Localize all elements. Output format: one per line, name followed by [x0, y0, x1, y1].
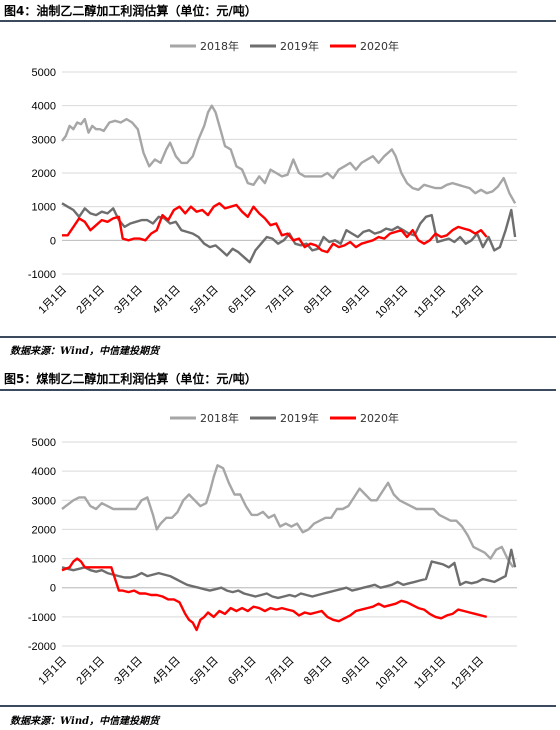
x-tick-label: 12月1日 [449, 655, 486, 692]
x-tick-label: 10月1日 [373, 284, 410, 321]
source-divider [0, 705, 556, 707]
legend: 2018年 2019年 2020年 [170, 411, 399, 425]
y-tick-label: 3000 [32, 495, 56, 507]
x-tick-label: 1月1日 [36, 284, 69, 317]
x-tick-label: 4月1日 [150, 284, 183, 317]
y-tick-label: 0 [50, 583, 56, 595]
x-tick-label: 4月1日 [150, 655, 183, 688]
y-tick-label: -2000 [28, 641, 56, 653]
series-line [61, 104, 517, 204]
y-tick-label: 4000 [32, 466, 56, 478]
x-tick-label: 9月1日 [340, 284, 373, 317]
legend-label: 2019年 [280, 411, 319, 425]
x-tick-label: 1月1日 [36, 655, 69, 688]
y-tick-label: 0 [50, 235, 56, 247]
series-line [61, 557, 488, 632]
oil-based-meg-profit-chart: 2018年 2019年 2020年 5000 4000 3000 2000 1000 0 -100… [28, 39, 517, 321]
x-tick-label: 8月1日 [302, 284, 335, 317]
x-tick-label: 5月1日 [188, 284, 221, 317]
y-tick-label: 1000 [32, 202, 56, 214]
legend: 2018年 2019年 2020年 [170, 39, 399, 53]
series-line [61, 548, 517, 600]
y-tick-label: 5000 [32, 437, 56, 449]
y-tick-label: -1000 [28, 269, 56, 281]
title-divider [0, 20, 556, 22]
y-tick-label: 1000 [32, 554, 56, 566]
series-line [62, 202, 488, 254]
x-tick-label: 3月1日 [112, 655, 145, 688]
x-tick-label: 2月1日 [74, 655, 107, 688]
legend-label: 2019年 [280, 39, 319, 53]
y-tick-label: 4000 [32, 101, 56, 113]
source-note: 数据来源：Wind，中信建投期货 [10, 716, 160, 727]
legend-label: 2018年 [200, 39, 239, 53]
x-tick-label: 12月1日 [449, 284, 486, 321]
source-divider [0, 336, 556, 338]
series-line [61, 464, 515, 568]
y-tick-label: 2000 [32, 168, 56, 180]
x-tick-label: 5月1日 [188, 655, 221, 688]
legend-label: 2020年 [360, 39, 399, 53]
legend-label: 2018年 [200, 411, 239, 425]
x-tick-label: 11月1日 [412, 655, 448, 691]
title-divider [0, 389, 556, 391]
x-tick-label: 3月1日 [112, 284, 145, 317]
legend-label: 2020年 [360, 411, 399, 425]
x-tick-label: 2月1日 [74, 284, 107, 317]
x-tick-label: 11月1日 [412, 284, 448, 320]
x-tick-label: 6月1日 [226, 284, 259, 317]
coal-based-meg-profit-chart: 2018年 2019年 2020年 5000 4000 3000 2000 1000 0 -100… [28, 411, 517, 692]
x-tick-label: 6月1日 [226, 655, 259, 688]
source-note: 数据来源：Wind，中信建投期货 [10, 346, 160, 357]
series-line [61, 202, 517, 264]
x-tick-label: 8月1日 [302, 655, 335, 688]
y-tick-label: 3000 [32, 134, 56, 146]
y-tick-label: -1000 [28, 612, 56, 624]
x-tick-label: 7月1日 [264, 284, 297, 317]
y-tick-label: 5000 [32, 67, 56, 79]
x-tick-label: 7月1日 [264, 655, 297, 688]
y-tick-label: 2000 [32, 524, 56, 536]
chart-title: 图5：煤制乙二醇加工利润估算（单位：元/吨） [4, 372, 257, 386]
chart-title: 图4：油制乙二醇加工利润估算（单位：元/吨） [4, 4, 257, 18]
x-tick-label: 10月1日 [373, 655, 410, 692]
x-tick-label: 9月1日 [340, 655, 373, 688]
